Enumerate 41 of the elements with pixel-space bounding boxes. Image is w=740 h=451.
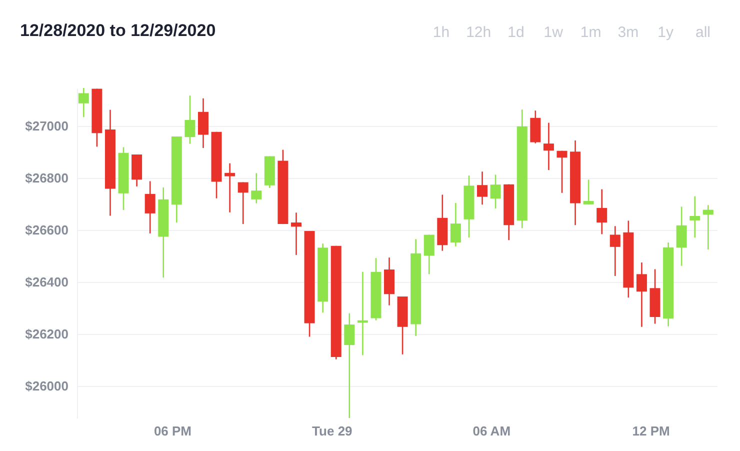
x-tick-label: 12 PM — [632, 424, 670, 438]
x-tick-label: 06 AM — [472, 424, 511, 438]
text: 12h — [466, 24, 492, 41]
candlestick — [490, 174, 501, 210]
candlestick — [583, 179, 594, 205]
text: all — [695, 24, 711, 41]
y-tick-label: $26800 — [25, 170, 68, 186]
text: 1w — [544, 24, 564, 41]
candlestick — [144, 180, 156, 234]
candlestick — [290, 212, 302, 256]
candlestick — [556, 150, 568, 194]
candlestick — [477, 170, 488, 206]
candlestick — [198, 98, 208, 149]
y-tick-label: $27000 — [25, 118, 68, 134]
candlestick — [690, 196, 700, 238]
x-tick-label: 06 PM — [154, 424, 192, 438]
candlestick — [596, 188, 608, 235]
candlestick — [702, 204, 714, 250]
y-tick-label: $26400 — [25, 274, 68, 290]
candlestick — [450, 202, 461, 248]
candlestick — [184, 94, 196, 144]
y-tick-label: $26000 — [25, 378, 68, 394]
y-tick-label: $26200 — [25, 326, 68, 342]
candlestick — [251, 172, 262, 204]
candlestick — [610, 225, 620, 277]
x-tick-label: Tue 29 — [312, 424, 352, 438]
candlestick — [238, 182, 248, 225]
y-tick-label: $26600 — [25, 222, 68, 238]
text: 1d — [508, 24, 524, 41]
text: 3m — [618, 24, 639, 41]
text: 1y — [658, 24, 674, 41]
candlestick — [424, 234, 434, 275]
candlestick — [543, 122, 554, 171]
chart-title: 12/28/2020 to 12/29/2020 — [20, 21, 216, 40]
candlestick — [78, 87, 89, 118]
text: 1m — [580, 24, 602, 41]
candlestick — [344, 312, 355, 419]
candlestick — [636, 262, 647, 328]
candlestick — [224, 162, 236, 214]
text: 1h — [432, 24, 450, 41]
candlestick — [676, 206, 687, 266]
